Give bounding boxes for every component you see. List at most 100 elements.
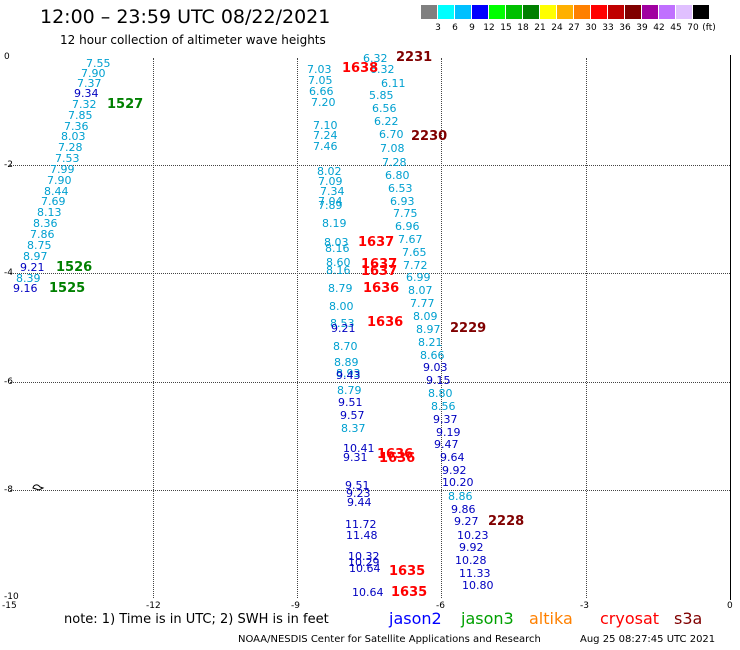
wave-height-label: 9.92 — [442, 464, 467, 477]
wave-height-label: 10.41 — [343, 442, 375, 455]
y-tick-label: -2 — [4, 160, 13, 170]
wave-height-label: 9.64 — [440, 451, 465, 464]
wave-height-label: 7.99 — [50, 163, 75, 176]
gridline-lon--6 — [441, 58, 442, 598]
wave-height-label: 9.92 — [459, 541, 484, 554]
wave-height-label: 8.86 — [448, 490, 473, 503]
wave-height-label: 9.27 — [454, 515, 479, 528]
wave-height-label: 7.55 — [86, 57, 111, 70]
legend-swatch — [455, 5, 471, 19]
pass-time-label: 1636 — [363, 281, 400, 296]
wave-height-label: 10.32 — [348, 550, 380, 563]
wave-height-label: 8.79 — [337, 384, 362, 397]
timestamp-text: Aug 25 08:27:45 UTC 2021 — [580, 634, 716, 645]
legend-label: 70 — [687, 23, 699, 33]
legend-swatch — [557, 5, 573, 19]
wave-height-label: 8.75 — [27, 239, 52, 252]
y-tick-label: 0 — [4, 52, 10, 62]
legend-swatch — [523, 5, 539, 19]
map-plot-area — [10, 55, 731, 600]
wave-height-label: 9.86 — [451, 503, 476, 516]
wave-height-label: 10.64 — [352, 586, 384, 599]
gridline-lat--6 — [10, 382, 730, 383]
pass-time-label: 1637 — [361, 257, 398, 272]
wave-height-label: 8.53 — [330, 317, 355, 330]
wave-height-label: 7.28 — [58, 141, 83, 154]
x-tick-label: -12 — [146, 601, 161, 611]
wave-height-label: 9.16 — [13, 282, 38, 295]
wave-height-label: 7.89 — [318, 199, 343, 212]
legend-label: 12 — [483, 23, 495, 33]
wave-height-label: 7.37 — [77, 77, 102, 90]
wave-height-label: 6.96 — [395, 220, 420, 233]
pass-time-label: 1637 — [361, 264, 398, 279]
legend-label: 6 — [452, 23, 458, 33]
pass-time-label: 2230 — [411, 129, 448, 144]
wave-height-label: 6.32 — [363, 52, 388, 65]
wave-height-label: 7.90 — [47, 174, 72, 187]
wave-height-label: 7.10 — [313, 119, 338, 132]
wave-height-label: 8.19 — [322, 217, 347, 230]
pass-time-label: 1526 — [56, 260, 93, 275]
legend-sat-s3a: s3a — [674, 609, 703, 628]
page-subtitle: 12 hour collection of altimeter wave hei… — [60, 33, 326, 47]
page-title: 12:00 – 23:59 UTC 08/22/2021 — [40, 6, 331, 28]
wave-height-label: 6.56 — [372, 102, 397, 115]
wave-height-label: 7.04 — [318, 195, 343, 208]
pass-time-label: 1527 — [107, 97, 144, 112]
wave-height-label: 9.21 — [331, 322, 356, 335]
legend-swatch — [625, 5, 641, 19]
wave-height-label: 7.67 — [398, 233, 423, 246]
legend-label: 18 — [517, 23, 529, 33]
legend-label: 33 — [602, 23, 614, 33]
wave-height-label: 7.75 — [393, 207, 418, 220]
y-tick-label: -8 — [4, 485, 13, 495]
wave-height-label: 8.70 — [333, 340, 358, 353]
legend-sat-altika: altika — [529, 609, 573, 628]
gridline-lat--2 — [10, 165, 730, 166]
wave-height-label: 8.93 — [336, 367, 361, 380]
legend-swatch — [608, 5, 624, 19]
legend-label: 36 — [619, 23, 631, 33]
pass-time-label: 2231 — [396, 50, 433, 65]
wave-height-label: 8.37 — [341, 422, 366, 435]
legend-swatch — [506, 5, 522, 19]
wave-height-label: 6.66 — [309, 85, 334, 98]
pass-time-label: 1638 — [342, 61, 379, 76]
wave-height-label: 9.34 — [74, 87, 99, 100]
wave-height-label: 9.44 — [347, 496, 372, 509]
wave-height-label: 7.77 — [410, 297, 435, 310]
legend-label: 21 — [534, 23, 546, 33]
pass-time-label: 1637 — [358, 235, 395, 250]
wave-height-label: 9.23 — [346, 487, 371, 500]
wave-height-label: 8.02 — [317, 165, 342, 178]
wave-height-label: 7.20 — [311, 96, 336, 109]
wave-height-label: 7.86 — [30, 228, 55, 241]
island-outline — [32, 484, 45, 491]
wave-height-label: 7.05 — [308, 74, 333, 87]
legend-sat-cryosat: cryosat — [600, 609, 660, 628]
wave-height-label: 8.07 — [408, 284, 433, 297]
wave-height-label: 10.23 — [457, 529, 489, 542]
wave-height-label: 9.51 — [338, 396, 363, 409]
legend-label: 3 — [435, 23, 441, 33]
wave-height-label: 6.53 — [388, 182, 413, 195]
legend-swatch — [574, 5, 590, 19]
wave-height-label: 8.03 — [61, 130, 86, 143]
wave-height-label: 9.31 — [343, 451, 368, 464]
wave-height-label: 7.09 — [318, 175, 343, 188]
wave-height-label: 8.60 — [326, 256, 351, 269]
legend-swatch — [642, 5, 658, 19]
wave-height-label: 9.57 — [340, 409, 365, 422]
wave-height-label: 8.09 — [413, 310, 438, 323]
pass-time-label: 1636 — [377, 447, 414, 462]
wave-height-label: 11.33 — [459, 567, 491, 580]
legend-sat-jason2: jason2 — [389, 609, 442, 628]
wave-height-label: 8.97 — [416, 323, 441, 336]
y-tick-label: -4 — [4, 268, 13, 278]
legend-sat-jason3: jason3 — [461, 609, 514, 628]
legend-unit: (ft) — [702, 23, 716, 33]
wave-height-label: 7.53 — [55, 152, 80, 165]
pass-time-label: 1635 — [391, 585, 428, 600]
credit-text: NOAA/NESDIS Center for Satellite Applica… — [238, 634, 541, 645]
